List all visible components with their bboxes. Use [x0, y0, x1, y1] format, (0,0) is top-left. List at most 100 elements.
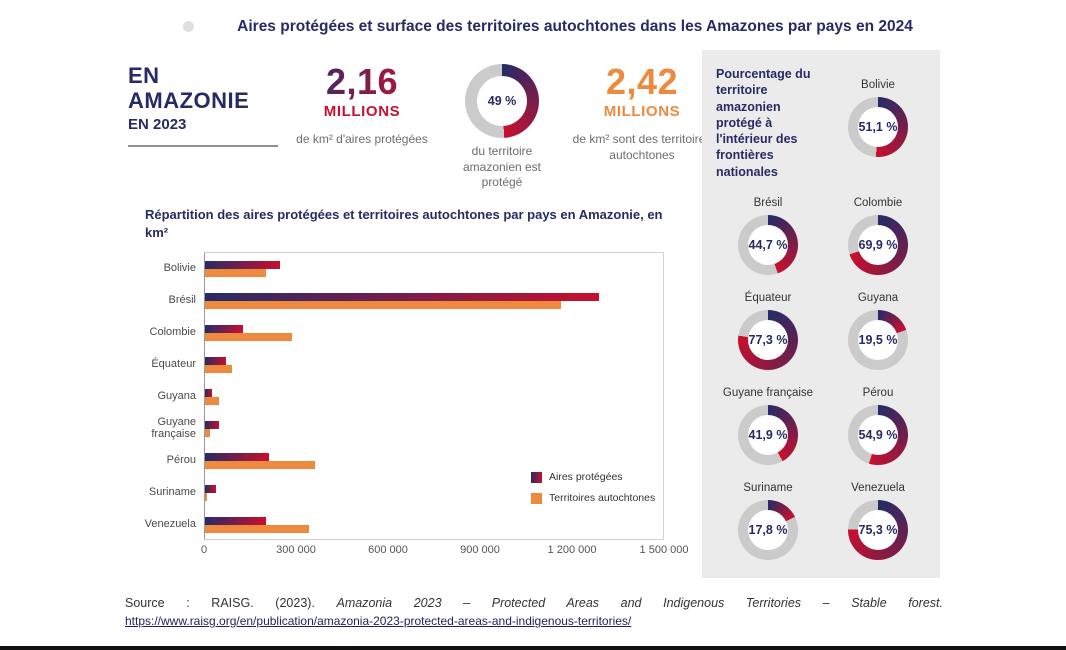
donut-country-label: Guyane française [722, 386, 814, 399]
title-bullet [183, 21, 194, 32]
country-donut-cell: Suriname 17,8 % [716, 469, 820, 560]
bar-category-label: Guyane française [151, 415, 196, 440]
bar-category-label: Pérou [166, 453, 196, 466]
x-axis-tick-label: 1 200 000 [547, 544, 597, 556]
donut-hole: 75,3 % [858, 509, 898, 550]
bar-group [205, 349, 663, 381]
protected-areas-bar [205, 325, 244, 333]
country-share-panel: Pourcentage du territoire amazonien prot… [702, 50, 940, 578]
donut-country-label: Bolivie [861, 78, 895, 91]
donut-percentage: 19,5 % [858, 332, 898, 347]
source-prefix: Source : RAISG. (2023). [125, 596, 337, 610]
donut-hole: 41,9 % [748, 414, 788, 455]
indigenous-territories-bar [205, 429, 210, 437]
bar-category-label: Colombie [149, 325, 196, 338]
share-caption: du territoire amazonien est protégé [462, 144, 542, 190]
donut-hole: 19,5 % [858, 319, 898, 360]
source-link[interactable]: https://www.raisg.org/en/publication/ama… [125, 614, 632, 628]
protected-swatch [531, 471, 542, 483]
donut-hole: 51,1 % [858, 107, 898, 147]
donut-hole: 77,3 % [748, 319, 788, 360]
share-donut-label: 49 % [487, 94, 517, 108]
donut-percentage: 17,8 % [748, 522, 788, 537]
country-donut-chart: 17,8 % [738, 499, 798, 560]
x-axis-tick-label: 0 [200, 544, 208, 556]
country-donut-chart: 51,1 % [848, 97, 908, 157]
donut-percentage: 75,3 % [858, 522, 898, 537]
key-figures: EN AMAZONIE EN 2023 2,16 MILLIONS de km²… [128, 63, 712, 191]
headline-line2: AMAZONIE [128, 87, 250, 113]
country-donut-cell: Brésil 44,7 % [716, 184, 820, 275]
share-donut-hole: 49 % [477, 76, 527, 126]
protected-areas-bar [205, 389, 212, 397]
indigenous-caption: de km² sont des territoires autochtones [572, 132, 712, 162]
indigenous-territories-bar [205, 269, 267, 277]
country-donut-chart: 69,9 % [848, 214, 908, 275]
bar-chart-title: Répartition des aires protégées et terri… [145, 207, 663, 240]
bar-group [205, 413, 663, 445]
country-donut-chart: 77,3 % [738, 309, 798, 370]
share-donut-chart: 49 % [465, 64, 539, 138]
bar-group [205, 445, 663, 477]
indigenous-territories-bar [205, 525, 309, 533]
indigenous-territories-bar [205, 461, 315, 469]
bar-group [205, 509, 663, 541]
country-donut-cell: Venezuela 75,3 % [826, 469, 930, 560]
indigenous-swatch [531, 492, 542, 504]
x-axis-tick-label: 1 500 000 [639, 544, 689, 556]
bar-group [205, 285, 663, 317]
donut-percentage: 77,3 % [748, 332, 788, 347]
source-publication-title: Amazonia 2023 – Protected Areas and Indi… [336, 596, 943, 610]
country-donut-grid: Pourcentage du territoire amazonien prot… [716, 66, 930, 560]
source-note: Source : RAISG. (2023). Amazonia 2023 – … [125, 596, 943, 628]
country-donut-cell: Guyane française 41,9 % [716, 374, 820, 465]
country-donut-chart: 75,3 % [848, 499, 908, 560]
source-text: Source : RAISG. (2023). Amazonia 2023 – … [125, 596, 943, 610]
bar-category-label: Brésil [168, 293, 196, 306]
protected-area-value: 2,16 [292, 64, 432, 100]
country-donut-chart: 19,5 % [848, 309, 908, 370]
bar-chart: Bolivie Brésil Colombie Équateur Guyana Guyan… [138, 252, 689, 560]
protected-share-stat: 49 % du territoire amazonien est protégé [446, 64, 558, 191]
country-donut-chart: 44,7 % [738, 214, 798, 275]
donut-country-label: Colombie [853, 196, 903, 209]
bar-group [205, 381, 663, 413]
legend-item-protected: Aires protégées [531, 471, 655, 483]
country-donut-cell: Colombie 69,9 % [826, 184, 930, 275]
legend-label-protected: Aires protégées [549, 471, 623, 483]
country-donut-cell: Équateur 77,3 % [716, 279, 820, 370]
protected-areas-bar [205, 517, 267, 525]
indigenous-territories-bar [205, 333, 293, 341]
x-axis-tick-label: 300 000 [276, 544, 316, 556]
protected-areas-bar [205, 357, 227, 365]
donut-percentage: 69,9 % [858, 237, 898, 252]
donut-percentage: 51,1 % [858, 120, 898, 134]
indigenous-territories-bar [205, 365, 233, 373]
bar-group [205, 317, 663, 349]
donut-hole: 69,9 % [858, 224, 898, 265]
x-axis: 0 300 000 600 000 900 000 1 200 000 1 500 000 [200, 544, 689, 560]
x-axis-tick-label: 600 000 [368, 544, 408, 556]
bar-category-label: Équateur [151, 357, 196, 370]
bar-chart-plot: Aires protégées Territoires autochtones [204, 252, 664, 540]
indigenous-territories-bar [205, 301, 561, 309]
protected-area-caption: de km² d'aires protégées [296, 132, 428, 146]
headline-line1: EN [128, 63, 160, 88]
donut-hole: 44,7 % [748, 224, 788, 265]
headline-line3: EN 2023 [128, 116, 187, 134]
protected-areas-bar [205, 453, 270, 461]
bar-category-label: Guyana [157, 389, 196, 402]
bar-group [205, 477, 663, 509]
bar-chart-plot-area: Aires protégées Territoires autochtones … [200, 252, 689, 560]
protected-areas-bar [205, 261, 280, 269]
donut-country-label: Suriname [743, 481, 793, 494]
donut-country-label: Pérou [862, 386, 894, 399]
donut-country-label: Brésil [753, 196, 783, 209]
donut-country-label: Équateur [744, 291, 792, 304]
x-axis-tick-label: 900 000 [460, 544, 500, 556]
donut-hole: 54,9 % [858, 414, 898, 455]
donut-country-label: Guyana [857, 291, 899, 304]
indigenous-territories-bar [205, 397, 219, 405]
donut-hole: 17,8 % [748, 509, 788, 550]
bar-chart-categories: Bolivie Brésil Colombie Équateur Guyana Guyan… [138, 252, 204, 560]
